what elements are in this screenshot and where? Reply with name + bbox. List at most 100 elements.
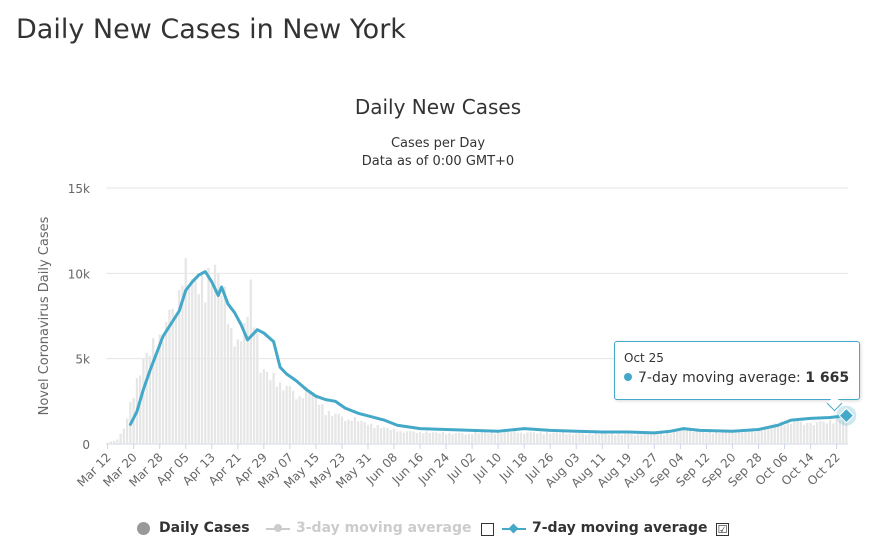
bar <box>812 425 815 444</box>
bar <box>422 433 425 444</box>
bar <box>796 420 799 444</box>
bar <box>392 428 396 444</box>
bar <box>474 432 477 444</box>
bar <box>562 432 565 444</box>
bar <box>806 422 809 444</box>
bar <box>487 433 490 444</box>
bar <box>623 433 627 444</box>
bar <box>239 341 243 444</box>
bar <box>617 433 620 444</box>
bar <box>588 433 591 444</box>
legend-label-7day-average: 7-day moving average <box>532 520 708 536</box>
bar <box>161 342 165 444</box>
bar <box>405 431 409 444</box>
bar <box>737 431 741 444</box>
bar <box>386 428 389 444</box>
bar <box>165 321 168 444</box>
bar <box>259 372 262 444</box>
bar <box>207 267 210 444</box>
bar <box>793 421 796 444</box>
bar <box>750 430 754 444</box>
bar <box>529 431 532 444</box>
bar <box>656 434 659 444</box>
bar <box>340 416 344 444</box>
bar <box>747 430 750 444</box>
bar <box>223 286 226 444</box>
checkbox-7day-average[interactable]: ☑ <box>716 523 729 536</box>
bar <box>168 309 171 444</box>
bar <box>448 432 451 444</box>
bar <box>184 258 187 444</box>
bar <box>353 417 357 444</box>
bar <box>269 380 272 444</box>
x-tick-label: Jul 02 <box>444 450 478 484</box>
bar <box>519 432 523 444</box>
bar <box>838 420 842 444</box>
bar <box>210 285 213 444</box>
bar <box>718 433 721 444</box>
bar <box>591 434 594 444</box>
bar <box>643 432 646 444</box>
bar <box>187 285 191 444</box>
tooltip-row: 7-day moving average: 1 665 <box>624 370 849 386</box>
bar <box>122 428 126 444</box>
y-tick-label: 0 <box>82 438 90 452</box>
bar <box>116 439 119 444</box>
bar <box>666 432 669 444</box>
bar <box>217 273 220 444</box>
bar <box>581 433 584 444</box>
bar <box>575 433 578 444</box>
bar <box>724 431 728 444</box>
y-axis-label: Novel Coronavirus Daily Cases <box>37 216 52 415</box>
legend-item-daily-cases[interactable]: Daily Cases <box>137 520 250 536</box>
bar <box>568 433 571 444</box>
tooltip-value: 1 665 <box>805 370 850 386</box>
checkbox-3day-average[interactable] <box>481 523 494 536</box>
x-tick-label: Jul 10 <box>470 450 504 484</box>
bar <box>835 418 838 444</box>
bar <box>158 334 161 444</box>
seven-day-average-path <box>128 270 848 435</box>
bar <box>659 433 663 444</box>
bar <box>327 411 331 444</box>
legend-item-3day-average[interactable]: 3-day moving average <box>266 520 472 536</box>
bar <box>614 435 617 444</box>
bar <box>825 423 828 444</box>
bar <box>676 430 679 444</box>
bar <box>757 430 760 444</box>
bar <box>230 327 233 444</box>
bar <box>428 433 431 444</box>
bar <box>112 440 116 444</box>
bar <box>441 431 444 444</box>
bar <box>389 429 392 444</box>
bar <box>786 421 789 444</box>
bar <box>337 413 340 444</box>
bar <box>708 431 711 444</box>
chart-title: Daily New Cases <box>355 95 521 119</box>
bar <box>552 432 555 444</box>
bar <box>545 432 549 444</box>
bar <box>148 355 152 444</box>
daily-cases-bars <box>106 258 848 444</box>
bar <box>425 431 428 444</box>
bar <box>243 322 246 444</box>
bar <box>702 431 705 444</box>
bar <box>555 432 558 444</box>
bar <box>295 399 298 444</box>
bar <box>191 278 194 444</box>
bar <box>236 339 239 444</box>
bar <box>783 425 786 444</box>
bar <box>451 434 454 444</box>
bar <box>542 434 545 444</box>
chart-subtitle-line-2: Data as of 0:00 GMT+0 <box>362 154 514 169</box>
bar <box>610 433 614 444</box>
bar <box>174 316 178 444</box>
bar <box>607 434 610 444</box>
bar <box>311 391 314 444</box>
bar <box>171 309 174 444</box>
bar <box>841 417 845 444</box>
legend-item-7day-average[interactable]: 7-day moving average <box>502 520 708 536</box>
bar <box>438 433 441 444</box>
bar <box>252 327 256 444</box>
bar <box>256 332 259 444</box>
